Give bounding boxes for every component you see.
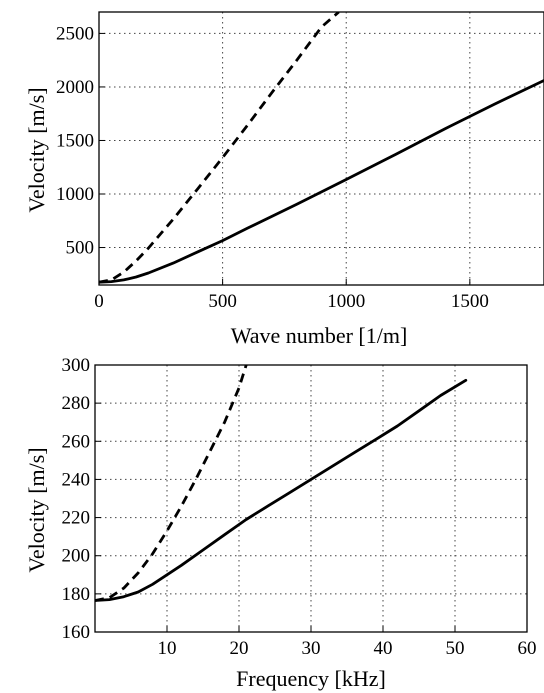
y-tick-label: 220 — [62, 508, 91, 529]
tick-marks — [98, 32, 471, 285]
x-tick-label: 30 — [302, 638, 321, 659]
solid-series-line — [95, 378, 468, 602]
y-tick-label: 2000 — [56, 77, 94, 98]
x-tick-labels: 0 500 1000 1500 — [94, 291, 489, 312]
series-group — [99, 12, 544, 284]
y-tick-label: 200 — [62, 546, 91, 567]
grid — [99, 12, 544, 285]
y-axis-label: Velocity [m/s] — [24, 87, 49, 212]
x-axis-label: Wave number [1/m] — [231, 323, 408, 348]
y-tick-label: 2500 — [56, 23, 94, 44]
dashed-series-line — [95, 365, 248, 602]
y-tick-label: 280 — [62, 393, 91, 414]
x-axis-label: Frequency [kHz] — [236, 666, 386, 691]
frequency-panel: 10 20 30 40 50 60 160 180 200 220 240 260 280 300 Fr… — [24, 355, 537, 691]
series-group — [95, 365, 468, 602]
y-tick-label: 240 — [62, 469, 91, 490]
dashed-series-line — [99, 12, 340, 284]
x-tick-label: 50 — [446, 638, 465, 659]
grid — [95, 365, 527, 632]
x-tick-label: 40 — [374, 638, 393, 659]
y-tick-labels: 500 1000 1500 2000 2500 — [56, 23, 94, 258]
y-tick-labels: 160 180 200 220 240 260 280 300 — [62, 355, 91, 643]
x-tick-label: 1000 — [327, 291, 365, 312]
y-tick-label: 160 — [62, 622, 91, 643]
y-tick-label: 180 — [62, 584, 91, 605]
y-axis-label: Velocity [m/s] — [24, 447, 49, 572]
x-tick-label: 20 — [230, 638, 249, 659]
y-tick-label: 300 — [62, 355, 91, 376]
solid-series-line — [99, 79, 544, 284]
tick-marks — [95, 364, 528, 633]
x-tick-label: 10 — [158, 638, 177, 659]
plot-frame — [98, 11, 544, 286]
y-tick-label: 500 — [66, 238, 95, 259]
wave-number-panel: 0 500 1000 1500 500 1000 1500 2000 2500 Wave nu… — [24, 11, 544, 348]
y-tick-label: 1500 — [56, 130, 94, 151]
y-tick-label: 260 — [62, 431, 91, 452]
x-tick-labels: 10 20 30 40 50 60 — [158, 638, 537, 659]
x-tick-label: 1500 — [451, 291, 489, 312]
x-tick-label: 0 — [94, 291, 104, 312]
y-tick-label: 1000 — [56, 184, 94, 205]
x-tick-label: 500 — [208, 291, 237, 312]
x-tick-label: 60 — [518, 638, 537, 659]
